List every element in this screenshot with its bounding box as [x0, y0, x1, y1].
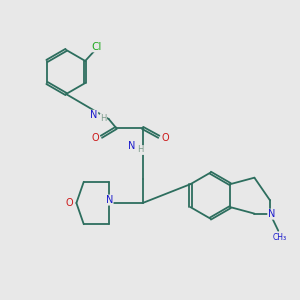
- Text: O: O: [161, 133, 169, 143]
- Text: CH₃: CH₃: [273, 233, 287, 242]
- Text: O: O: [65, 198, 73, 208]
- Text: O: O: [91, 133, 99, 143]
- Text: H: H: [137, 146, 144, 154]
- Text: N: N: [90, 110, 98, 120]
- Text: N: N: [268, 209, 275, 219]
- Text: N: N: [106, 195, 113, 205]
- Text: Cl: Cl: [91, 42, 102, 52]
- Text: H: H: [100, 114, 107, 123]
- Text: N: N: [128, 141, 135, 151]
